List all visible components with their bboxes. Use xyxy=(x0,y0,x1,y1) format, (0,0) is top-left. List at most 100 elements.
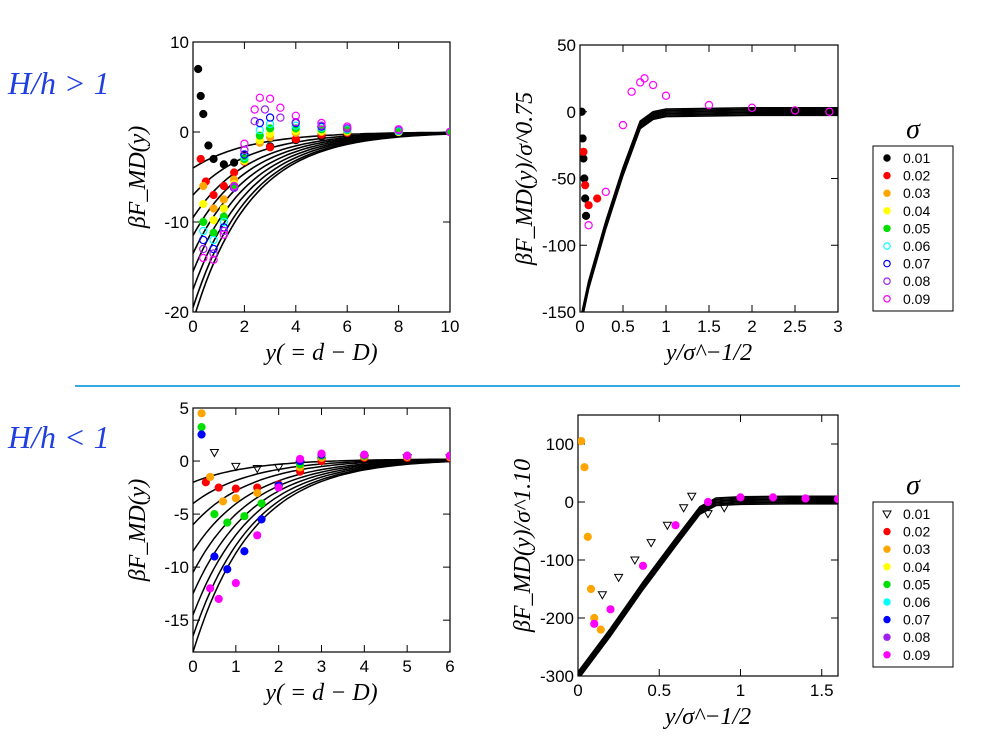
data-point xyxy=(223,565,232,574)
data-point xyxy=(584,201,593,210)
fit-line-0.06 xyxy=(193,132,450,272)
x-tick-label: 0 xyxy=(573,681,582,700)
chart-1: 0 2 4 6 8 10 -20 -10 0 10 y( = d − D) βF_MD(y) xyxy=(125,33,459,366)
legend-entry-label: 0.06 xyxy=(903,238,930,254)
master-fit-curve xyxy=(581,108,838,312)
y-tick-label: 0 xyxy=(180,452,189,471)
data-point xyxy=(209,449,220,458)
legend-entry-label: 0.03 xyxy=(903,185,930,201)
data-point xyxy=(218,497,228,506)
x-tick-label: 6 xyxy=(445,657,454,676)
data-point xyxy=(662,521,673,531)
data-point xyxy=(209,249,218,258)
data-point xyxy=(801,494,810,503)
x-axis-label: y/σ^−1/2 xyxy=(664,340,752,366)
data-point xyxy=(618,120,628,130)
y-tick-label: 0 xyxy=(565,493,574,512)
legend-entry-label: 0.04 xyxy=(903,559,930,575)
data-point xyxy=(240,547,249,556)
master-fit-curve xyxy=(582,111,838,312)
legend-entry-label: 0.07 xyxy=(903,612,930,628)
data-point xyxy=(199,244,208,254)
data-point xyxy=(257,515,266,524)
legend-marker xyxy=(882,510,892,520)
legend-entry-label: 0.08 xyxy=(903,273,930,289)
data-point xyxy=(581,181,590,190)
data-point xyxy=(230,168,239,177)
data-point xyxy=(719,504,730,513)
data-point xyxy=(199,226,208,236)
data-point xyxy=(601,187,611,197)
master-fit-curve xyxy=(578,500,838,676)
data-point xyxy=(219,160,228,169)
data-point xyxy=(317,449,326,458)
data-point xyxy=(630,556,640,566)
data-point xyxy=(240,145,249,155)
fit-line xyxy=(193,460,450,616)
legend-title: σ xyxy=(906,470,921,501)
legend-marker xyxy=(883,598,891,606)
data-point xyxy=(671,521,680,530)
legend-marker xyxy=(883,563,891,571)
data-point xyxy=(593,194,602,203)
data-point xyxy=(204,141,213,150)
data-point xyxy=(403,451,412,460)
data-point xyxy=(394,125,403,134)
data-point xyxy=(253,488,262,497)
data-point xyxy=(199,235,208,245)
data-point xyxy=(231,578,240,588)
data-point xyxy=(613,573,624,583)
data-point xyxy=(596,625,605,634)
chart-4: 0 0.5 1 1.5 -300 -200 -100 0 100 y/σ^−1/2 βF_MD(y)… xyxy=(510,414,839,730)
data-point xyxy=(209,154,218,164)
data-point xyxy=(240,512,249,521)
master-fit-curve xyxy=(578,497,838,674)
x-tick-label: 2 xyxy=(747,317,756,336)
x-tick-label: 3 xyxy=(317,657,326,676)
data-point xyxy=(196,91,205,101)
data-point xyxy=(580,154,588,163)
data-point xyxy=(199,181,208,191)
x-axis-label: y( = d − D) xyxy=(263,340,377,366)
legend-entry-label: 0.07 xyxy=(903,256,930,272)
data-point xyxy=(209,204,218,213)
data-point xyxy=(747,103,757,112)
x-tick-label: 2.5 xyxy=(783,317,807,336)
data-point xyxy=(209,216,218,225)
data-point xyxy=(580,174,589,183)
plot-frame xyxy=(192,41,451,313)
data-point xyxy=(209,235,218,245)
data-point xyxy=(768,493,778,502)
data-point xyxy=(295,454,305,464)
data-point xyxy=(274,483,283,492)
x-tick-label: 4 xyxy=(360,657,369,676)
legend-entry-label: 0.03 xyxy=(903,541,930,557)
legend-marker xyxy=(883,545,891,553)
data-point xyxy=(257,499,266,508)
data-point xyxy=(206,472,215,482)
data-point xyxy=(230,462,241,472)
data-point xyxy=(580,134,587,143)
data-point xyxy=(266,143,275,152)
data-point xyxy=(223,518,232,527)
series-0.01 xyxy=(597,492,730,600)
y-tick-label: 5 xyxy=(180,399,189,418)
legend-marker xyxy=(883,207,891,215)
data-point xyxy=(206,584,215,593)
x-tick-label: 8 xyxy=(394,317,403,336)
data-point xyxy=(445,451,450,460)
data-point xyxy=(229,181,239,191)
master-fit-curve xyxy=(582,113,838,312)
legend-marker xyxy=(883,171,891,180)
data-point xyxy=(199,109,208,119)
data-point xyxy=(590,619,599,628)
master-fit-curve xyxy=(579,503,838,676)
x-tick-label: 4 xyxy=(291,317,300,336)
y-tick-label: -100 xyxy=(540,551,574,570)
data-point xyxy=(231,494,240,503)
fit-line xyxy=(193,460,450,637)
legend-entry-label: 0.08 xyxy=(903,629,930,645)
legend-marker xyxy=(883,527,891,536)
master-fit-curve xyxy=(578,501,838,676)
x-tick-label: 0 xyxy=(575,317,584,336)
